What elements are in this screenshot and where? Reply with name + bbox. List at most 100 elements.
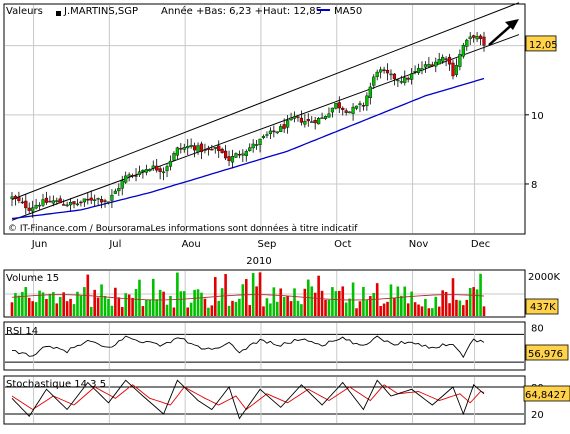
candle-body (20, 201, 24, 204)
volume-bar (337, 290, 341, 316)
volume-bar (289, 301, 293, 316)
price-y-tick-label: 10 (531, 111, 544, 122)
volume-bar (227, 305, 231, 316)
candle-body (17, 197, 21, 201)
volume-bar (93, 289, 96, 316)
volume-bar (475, 289, 479, 316)
candle-body (423, 64, 428, 68)
volume-bar (369, 296, 372, 316)
candle-body (172, 153, 176, 161)
candle-body (268, 130, 272, 134)
volume-bar (317, 275, 320, 316)
candle-body (24, 200, 28, 209)
volume-bar (179, 291, 183, 316)
candle-body (375, 71, 379, 77)
volume-bar (279, 288, 283, 316)
candle-body (358, 103, 362, 106)
candle-body (106, 201, 111, 204)
candle-body (13, 195, 18, 199)
volume-bar (441, 290, 444, 316)
volume-bar (365, 300, 369, 316)
candle-body (379, 69, 383, 73)
candle-body (148, 168, 152, 172)
volume-bar (413, 302, 417, 316)
candle-body (320, 117, 324, 119)
candle-body (441, 56, 445, 62)
candle-body (55, 200, 59, 202)
volume-bar (417, 304, 420, 316)
volume-bar (124, 293, 127, 316)
volume-bar (169, 295, 172, 316)
volume-bar (34, 302, 38, 316)
candle-body (34, 205, 38, 209)
volume-bar (331, 287, 334, 316)
candle-body (454, 65, 459, 75)
volume-bar (172, 307, 176, 316)
candle-body (51, 200, 55, 204)
volume-bar (275, 301, 279, 316)
candle-body (93, 199, 97, 201)
volume-bar (303, 288, 307, 316)
candle-body (141, 170, 145, 173)
candle-body (465, 39, 469, 47)
volume-last-badge (525, 298, 559, 315)
candle-body (37, 204, 42, 207)
candle-body (224, 150, 228, 159)
stoch-title: Stochastique 14 3 5 (6, 379, 106, 390)
volume-bar (55, 303, 59, 316)
candle-body (361, 105, 366, 107)
candle-body (161, 171, 166, 174)
candle-body (413, 71, 417, 73)
candle-body (337, 102, 341, 109)
volume-bar (396, 286, 400, 316)
volume-bar (327, 299, 331, 316)
volume-bar (393, 297, 396, 316)
candle-body (244, 151, 248, 156)
stoch-k-line (11, 379, 485, 420)
volume-bar (151, 278, 155, 316)
candle-body (124, 175, 128, 183)
candle-body (234, 153, 238, 158)
candle-body (365, 95, 369, 107)
volume-bar (217, 300, 221, 316)
rsi-y-tick-label: 80 (531, 323, 544, 334)
rsi-last-badge (525, 344, 569, 361)
volume-bar (248, 305, 252, 316)
volume-bar (362, 286, 365, 316)
month-tick-label: Nov (409, 239, 429, 250)
volume-bar (220, 288, 224, 316)
volume-bar (255, 286, 258, 316)
volume-bar (117, 297, 121, 316)
volume-bar (465, 299, 469, 316)
volume-bar (372, 292, 376, 316)
candle-body (341, 107, 345, 110)
candle-body (137, 171, 142, 175)
volume-bar (38, 290, 41, 316)
candle-body (251, 143, 255, 149)
security-name: J.MARTINS,SGP (63, 6, 138, 17)
candle-body (451, 62, 455, 77)
candle-body (227, 156, 231, 162)
candle-body (372, 76, 376, 86)
candle-body (241, 153, 245, 156)
candle-body (220, 148, 224, 153)
volume-average-line (11, 294, 485, 301)
candle-body (217, 145, 221, 151)
price-panel (3, 3, 526, 235)
volume-bar (96, 297, 100, 316)
month-tick-label: Sep (258, 239, 277, 250)
volume-bar (231, 300, 234, 316)
volume-bar (48, 293, 52, 316)
stoch-panel (3, 375, 526, 425)
volume-bar (31, 301, 34, 316)
volume-bar (310, 286, 314, 316)
candle-body (272, 130, 276, 133)
volume-bar (358, 301, 362, 316)
volume-bar (72, 304, 76, 316)
volume-bar (348, 298, 351, 316)
volume-bar (189, 302, 193, 316)
volume-bar (300, 304, 303, 316)
candle-body (89, 197, 93, 201)
volume-bar (351, 282, 355, 316)
candle-body (168, 160, 173, 167)
